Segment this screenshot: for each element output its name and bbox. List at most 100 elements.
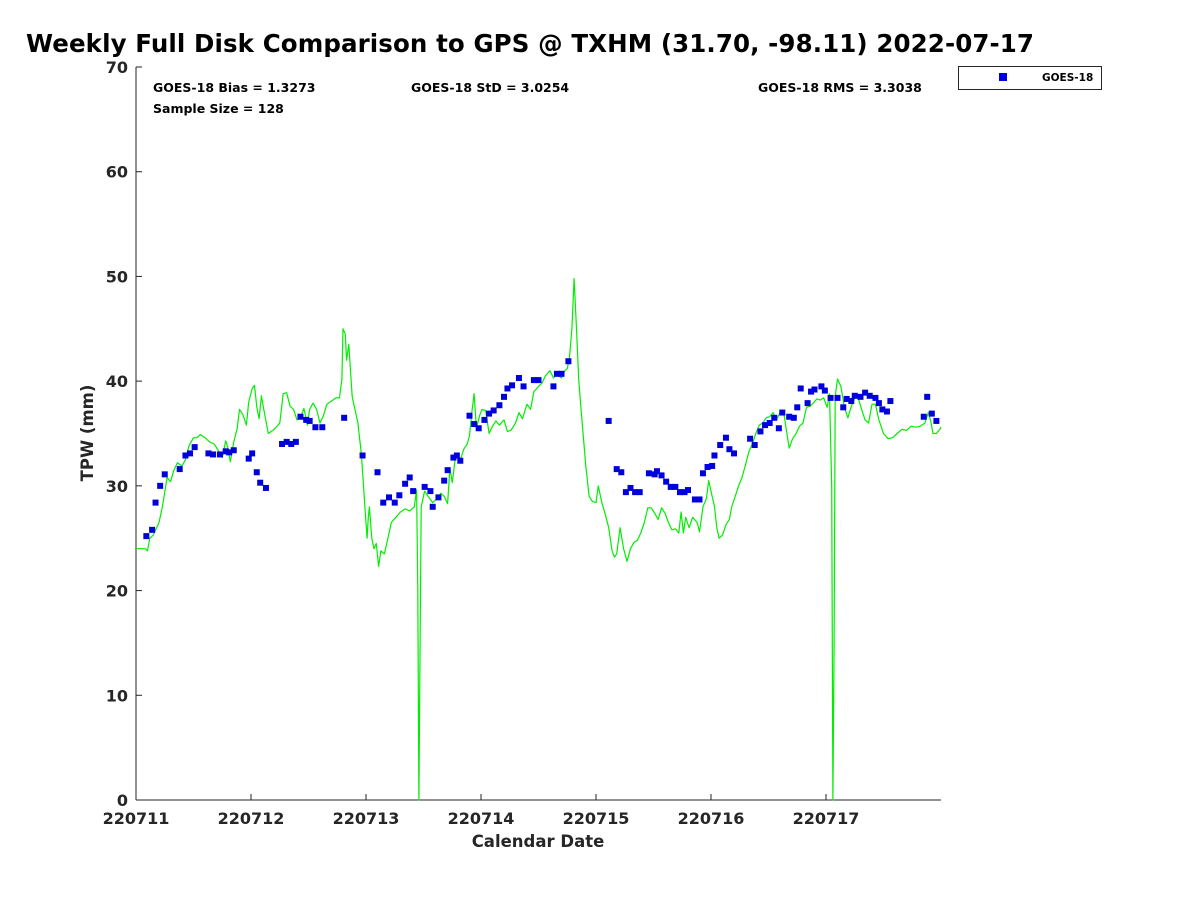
goes-data-point [509,382,516,389]
goes-data-point [187,450,194,457]
goes-data-point [786,413,793,420]
goes-data-point [161,471,168,478]
goes-data-point [613,466,620,473]
goes-data-point [205,450,212,457]
goes-data-point [182,452,189,459]
goes-data-point [230,447,237,454]
goes-data-point [696,496,703,503]
goes-data-point [709,462,716,469]
goes-data-point [374,469,381,476]
y-tick-label: 70 [106,58,128,77]
goes-data-point [466,412,473,419]
goes-data-point [386,494,392,501]
sample-size-stat: Sample Size = 128 [153,101,284,116]
goes-data-point [453,452,460,459]
goes-data-point [685,487,691,494]
goes-data-point [771,414,778,421]
goes-data-point [658,472,665,479]
goes-data-point [504,385,511,392]
goes-data-point [490,407,497,414]
goes-data-point [766,420,773,427]
goes-data-point [253,469,260,476]
goes-data-point [535,377,542,384]
goes-data-point [794,404,801,411]
goes-data-point [747,435,754,442]
goes-data-point [811,386,818,393]
goes-data-point [530,377,537,384]
goes-data-point [605,417,612,424]
goes-data-point [157,482,164,489]
x-tick-label: 220711 [103,809,170,828]
goes-data-point [818,383,825,390]
goes-data-point [848,398,855,405]
goes-data-point [804,400,811,407]
goes-data-point [933,417,940,424]
goes-data-point [722,434,729,441]
goes-data-point [471,421,478,428]
bias-stat: GOES-18 Bias = 1.3273 [153,80,315,95]
goes-data-point [283,438,290,445]
std-stat: GOES-18 StD = 3.0254 [411,80,569,95]
x-tick-label: 220715 [563,809,630,828]
x-tick-label: 220714 [448,809,515,828]
rms-stat: GOES-18 RMS = 3.3038 [758,80,922,95]
goes-data-point [857,393,864,400]
gps-series-line [136,277,942,801]
goes-data-point [851,392,858,399]
goes-data-point [797,385,804,392]
y-tick-label: 60 [106,163,128,182]
goes-data-point [450,454,457,461]
gps-line-layer [136,277,942,801]
y-tick-label: 0 [117,791,128,810]
y-tick-label: 20 [106,582,128,601]
goes-data-point [731,450,737,457]
legend-box [958,66,1102,90]
y-tick-label: 10 [106,686,128,705]
goes-data-point [808,388,815,395]
goes-data-point [645,470,652,477]
goes-data-point [435,494,442,501]
x-ticks: 220711 220712 220713 220714 220715 220716 2207… [103,794,859,828]
goes-data-point [681,489,688,496]
goes-data-point [775,425,782,432]
goes-data-point [149,526,156,533]
goes-data-point [653,468,660,475]
goes-data-point [866,392,873,399]
chart-title: Weekly Full Disk Comparison to GPS @ TXH… [26,29,1035,58]
goes-data-point [245,455,252,462]
legend: GOES-18 [958,66,1102,90]
goes-data-point [222,448,229,455]
goes-data-point [279,440,286,447]
goes-data-point [862,389,869,396]
axes-frame [135,67,941,801]
goes-data-point [312,424,319,431]
goes-data-point [636,489,643,496]
goes-data-point [380,499,387,506]
goes-data-point [558,370,565,377]
goes-data-point [618,469,625,476]
y-axis-label: TPW (mm) [78,385,97,482]
goes-data-point [704,464,711,471]
goes-data-point [663,478,670,485]
y-tick-label: 30 [106,477,128,496]
goes-data-point [262,484,269,491]
goes-data-point [667,483,674,490]
goes-data-point [790,414,797,421]
goes-data-point [486,410,493,417]
goes-data-point [762,422,769,429]
goes-data-point [429,503,436,510]
goes-data-point [396,492,403,499]
x-tick-label: 220712 [218,809,285,828]
goes-data-point [297,413,304,420]
goes-data-point [699,470,706,477]
goes-data-point [843,395,850,402]
goes-data-point [475,425,482,432]
goes-data-point [757,428,764,435]
goes-data-point [216,451,223,458]
goes-data-point [406,474,413,481]
goes-data-point [928,410,935,417]
goes-data-point [288,440,295,447]
goes-data-point [319,424,326,431]
goes-data-point [834,394,841,401]
goes-data-point [520,383,527,390]
